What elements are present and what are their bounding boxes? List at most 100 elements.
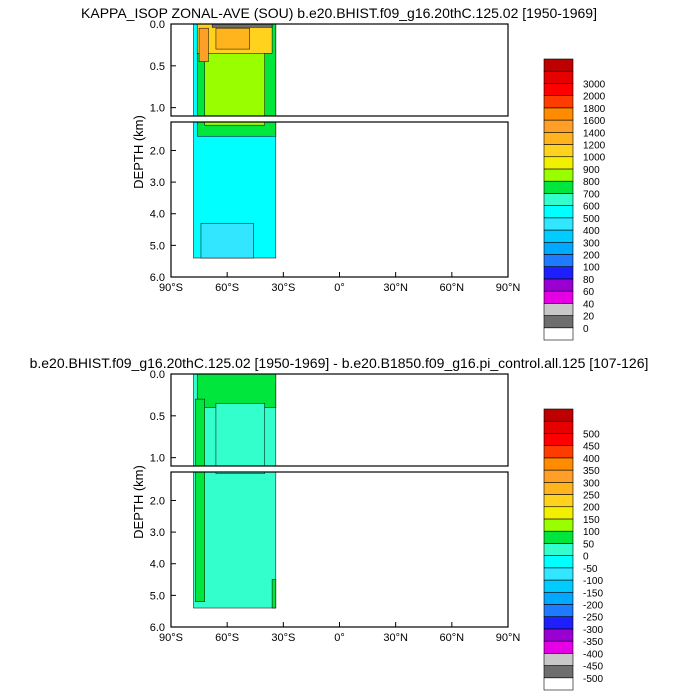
contour-region [198, 27, 209, 62]
colorbar-box [543, 95, 574, 109]
colorbar-label: 3000 [583, 79, 606, 90]
colorbar-box [543, 506, 574, 520]
colorbar-box [543, 469, 574, 483]
colorbar-label: 1200 [583, 141, 606, 152]
contour-region [200, 222, 254, 259]
colorbar-box [543, 83, 574, 96]
x-tick-label: 90°S [159, 632, 183, 644]
colorbar-box [543, 58, 574, 72]
chart-title: KAPPA_ISOP ZONAL-AVE (SOU) b.e20.BHIST.f… [81, 5, 597, 21]
x-tick-label: 90°S [159, 282, 183, 294]
colorbar-label: -350 [583, 637, 603, 648]
chart-title: b.e20.BHIST.f09_g16.20thC.125.02 [1950-1… [30, 355, 649, 371]
colorbar-label: 200 [583, 250, 600, 261]
colorbar-label: 100 [583, 527, 600, 538]
colorbar-label: 150 [583, 515, 600, 526]
x-tick-label: 60°N [440, 282, 465, 294]
colorbar-label: 500 [583, 429, 600, 440]
colorbar-box [543, 543, 574, 556]
lower-y-ticks: 2.0 3.0 4.0 5.0 6.0 [150, 495, 176, 634]
y-tick-label: 6.0 [150, 622, 165, 634]
colorbar-box [543, 290, 574, 304]
upper-plot-frame [170, 23, 509, 117]
upper-plot-frame [170, 373, 509, 467]
colorbar-box [543, 408, 574, 422]
x-tick-label: 30°N [383, 632, 408, 644]
colorbar-box [543, 156, 574, 170]
colorbar-box [543, 132, 574, 145]
y-tick-label: 5.0 [150, 590, 165, 602]
colorbar-label: 1400 [583, 128, 606, 139]
colorbar-box [543, 530, 574, 544]
contour-region [196, 373, 277, 408]
colorbar-box [543, 591, 574, 605]
colorbar-label: 350 [583, 466, 600, 477]
y-tick-label: 0.0 [150, 19, 165, 31]
colorbar-label: 20 [583, 312, 595, 323]
colorbar-label: 400 [583, 226, 600, 237]
colorbar-label: -50 [583, 564, 598, 575]
x-tick-label: 0° [334, 632, 345, 644]
colorbar-label: 60 [583, 287, 595, 298]
colorbar-box [543, 266, 574, 280]
upper-depth-panel: 0.0 0.5 1.0 [150, 19, 509, 117]
contour-region [215, 27, 250, 50]
contour-region [271, 579, 277, 609]
colorbar-label: 400 [583, 454, 600, 465]
colorbar-box [543, 555, 574, 569]
x-tick-label: 90°N [496, 282, 521, 294]
x-tick-label: 30°S [271, 282, 295, 294]
colorbar-box [543, 445, 574, 459]
colorbar-box [543, 193, 574, 206]
colorbar-label: 50 [583, 539, 595, 550]
colorbar-box [543, 665, 574, 679]
colorbar-label: 1000 [583, 153, 606, 164]
colorbar-box [543, 168, 574, 182]
x-tick-label: 60°S [215, 632, 239, 644]
panel-bottom: b.e20.BHIST.f09_g16.20thC.125.02 [1950-1… [30, 355, 649, 691]
colorbar-box [543, 567, 574, 581]
colorbar-label: 0 [583, 324, 589, 335]
colorbar-label: 2000 [583, 92, 606, 103]
colorbar-label: 300 [583, 238, 600, 249]
colorbar-box [543, 494, 574, 508]
colorbar-box [543, 433, 574, 446]
y-tick-label: 1.0 [150, 103, 165, 115]
colorbar-box [543, 616, 574, 630]
colorbar-box [543, 180, 574, 194]
y-tick-label: 0.5 [150, 61, 165, 73]
x-tick-label: 0° [334, 282, 345, 294]
colorbar-label: 500 [583, 214, 600, 225]
colorbar-label: -300 [583, 625, 603, 636]
colorbar-box [543, 205, 574, 219]
colorbar-box [543, 579, 574, 593]
colorbar-box [543, 604, 574, 617]
colorbar-label: 250 [583, 491, 600, 502]
x-ticks: 90°S 60°S 30°S 0° 30°N 60°N 90°N [159, 622, 520, 644]
colorbar-box [543, 628, 574, 642]
colorbar-box [543, 144, 574, 158]
colorbar-label: -400 [583, 649, 603, 660]
colorbar-label: -150 [583, 588, 603, 599]
upper-y-ticks: 0.0 0.5 1.0 [150, 369, 176, 465]
colorbar-box [543, 303, 574, 316]
panel-top: KAPPA_ISOP ZONAL-AVE (SOU) b.e20.BHIST.f… [81, 5, 606, 341]
colorbar-label: -450 [583, 662, 603, 673]
y-tick-label: 5.0 [150, 240, 165, 252]
colorbar-label: -100 [583, 576, 603, 587]
y-tick-label: 3.0 [150, 177, 165, 189]
colorbar-box [543, 420, 574, 434]
y-tick-label: 4.0 [150, 559, 165, 571]
colorbar-label: 600 [583, 202, 600, 213]
lower-field [193, 471, 277, 609]
lower-depth-panel: 2.03.04.05.06.0 90°S 60°S 30°S 0° 30°N 60°N 90… [150, 121, 521, 294]
colorbar-label: 450 [583, 442, 600, 453]
contour-region [195, 398, 205, 467]
x-tick-label: 30°N [383, 282, 408, 294]
colorbar-box [543, 278, 574, 292]
contour-region [215, 403, 265, 467]
lower-field [193, 121, 277, 259]
colorbar-box [543, 518, 574, 532]
upper-y-ticks: 0.0 0.5 1.0 [150, 19, 176, 115]
